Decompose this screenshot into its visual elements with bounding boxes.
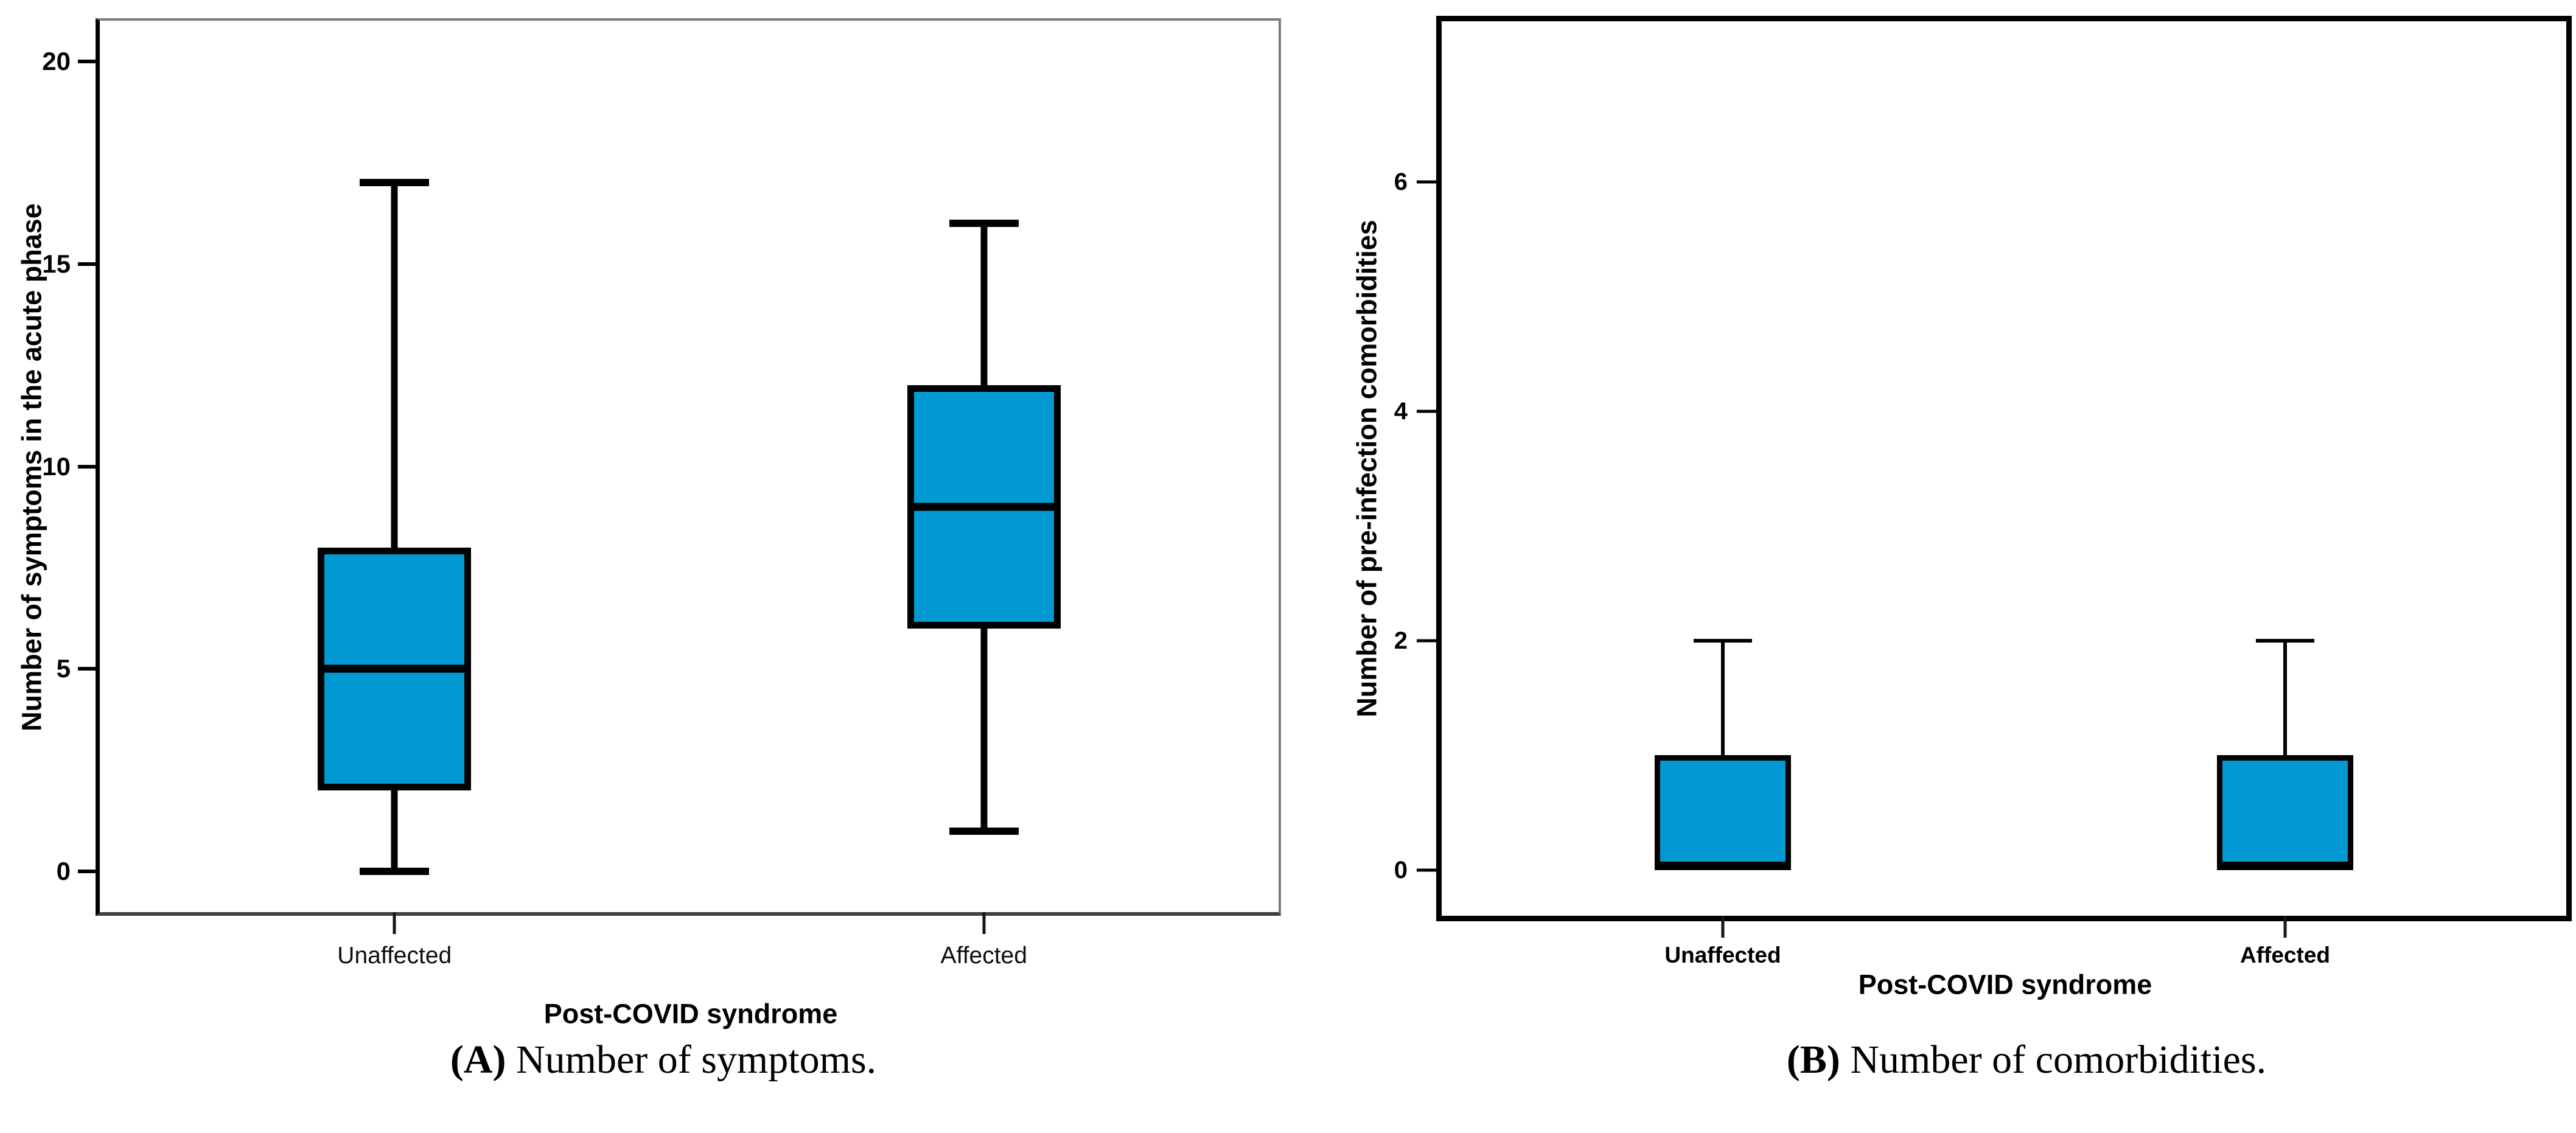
x-axis-category-label: Unaffected	[1664, 943, 1781, 967]
upper-whisker	[1721, 640, 1725, 756]
median-line	[324, 664, 465, 673]
box-affected	[907, 385, 1061, 629]
upper-whisker-cap	[949, 219, 1019, 227]
y-axis-tick	[78, 667, 96, 671]
y-axis-tick	[78, 262, 96, 266]
x-axis-category-label: Affected	[940, 943, 1027, 969]
panel-b-y-axis-title: Number of pre-infection comorbidities	[1351, 220, 1383, 717]
panel-b-x-axis-title: Post-COVID syndrome	[1858, 969, 2152, 1000]
caption-a-text: Number of symptoms.	[506, 1037, 877, 1082]
upper-whisker	[391, 183, 398, 548]
x-axis-tick	[2283, 916, 2287, 938]
upper-whisker-cap	[1694, 638, 1752, 643]
panel-a-y-axis-title: Number of symptoms in the acute phase	[16, 203, 47, 731]
box-unaffected	[318, 547, 472, 791]
y-axis-tick-label: 2	[1394, 627, 1408, 654]
median-line	[1660, 861, 1785, 868]
y-axis-tick	[78, 870, 96, 874]
y-axis-tick-label: 15	[42, 249, 71, 278]
upper-whisker	[980, 223, 988, 386]
x-axis-tick	[393, 912, 396, 934]
x-axis-category-label: Unaffected	[337, 943, 452, 969]
lower-whisker	[980, 628, 988, 831]
median-line	[2222, 861, 2348, 868]
upper-whisker-cap	[2256, 638, 2314, 643]
y-axis-tick-label: 0	[1394, 856, 1408, 884]
lower-whisker-cap	[949, 827, 1019, 835]
median-line	[913, 503, 1054, 511]
upper-whisker-cap	[360, 179, 430, 187]
caption-b-label: (B)	[1786, 1037, 1840, 1082]
y-axis-tick-label: 10	[42, 451, 71, 481]
y-axis-tick	[1417, 868, 1436, 872]
y-axis-tick	[1417, 180, 1436, 184]
y-axis-tick-label: 6	[1394, 168, 1408, 195]
box-affected	[2217, 755, 2353, 870]
upper-whisker	[2283, 640, 2287, 756]
y-axis-tick	[78, 464, 96, 469]
y-axis-tick	[78, 59, 96, 63]
caption-a-label: (A)	[450, 1037, 506, 1082]
panel-a-plot-area: 0 5 10 15 20 Unaffected Affected	[42, 18, 1281, 967]
caption-b-text: Number of comorbidities.	[1840, 1037, 2267, 1082]
lower-whisker	[391, 790, 398, 872]
caption-panel-b: (B) Number of comorbidities.	[1786, 1037, 2267, 1082]
y-axis-tick	[1417, 639, 1436, 643]
box-unaffected	[1655, 755, 1791, 870]
y-axis-tick-label: 5	[56, 654, 71, 683]
y-axis-tick-label: 0	[56, 857, 71, 886]
x-axis-tick	[982, 912, 986, 934]
lower-whisker-cap	[360, 868, 430, 876]
panel-b-plot-area: 0 2 4 6 Unaffected Affected	[1394, 16, 2572, 966]
y-axis-tick-label: 4	[1394, 397, 1408, 425]
x-axis-category-label: Affected	[2239, 943, 2331, 967]
caption-panel-a: (A) Number of symptoms.	[450, 1037, 877, 1082]
panel-a-x-axis-title: Post-COVID syndrome	[543, 998, 838, 1030]
x-axis-tick	[1721, 916, 1725, 938]
y-axis-tick	[1417, 410, 1436, 413]
y-axis-tick-label: 20	[42, 46, 71, 75]
